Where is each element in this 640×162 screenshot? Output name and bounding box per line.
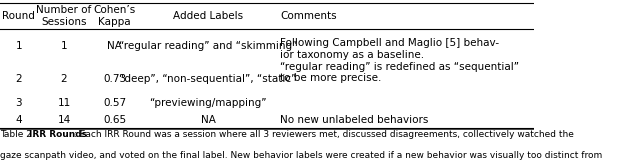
Text: NA: NA xyxy=(201,115,216,125)
Text: : Each IRR Round was a session where all 3 reviewers met, discussed disagreement: : Each IRR Round was a session where all… xyxy=(74,130,573,139)
Text: 4: 4 xyxy=(15,115,22,125)
Text: Cohen’s
Kappa: Cohen’s Kappa xyxy=(93,5,136,27)
Text: No new unlabeled behaviors: No new unlabeled behaviors xyxy=(280,115,429,125)
Text: “deep”, “non-sequential”, “static”: “deep”, “non-sequential”, “static” xyxy=(120,74,297,84)
Text: 0.73: 0.73 xyxy=(103,74,126,84)
Text: Round: Round xyxy=(3,11,35,21)
Text: “previewing/mapping”: “previewing/mapping” xyxy=(149,98,267,108)
Text: 2: 2 xyxy=(15,74,22,84)
Text: 3: 3 xyxy=(15,98,22,108)
Text: Added Labels: Added Labels xyxy=(173,11,243,21)
Text: IRR Rounds: IRR Rounds xyxy=(29,130,87,139)
Text: gaze scanpath video, and voted on the final label. New behavior labels were crea: gaze scanpath video, and voted on the fi… xyxy=(0,151,602,160)
Text: 1: 1 xyxy=(15,41,22,52)
Text: Comments: Comments xyxy=(280,11,337,21)
Text: Table 2.: Table 2. xyxy=(0,130,40,139)
Text: NA: NA xyxy=(108,41,122,52)
Text: 1: 1 xyxy=(61,41,67,52)
Text: 14: 14 xyxy=(58,115,70,125)
Text: “regular reading” and “skimming”: “regular reading” and “skimming” xyxy=(119,41,298,52)
Text: Number of
Sessions: Number of Sessions xyxy=(36,5,92,27)
Text: 0.57: 0.57 xyxy=(103,98,126,108)
Text: 0.65: 0.65 xyxy=(103,115,126,125)
Text: 11: 11 xyxy=(58,98,70,108)
Text: Following Campbell and Maglio [5] behav-
ior taxonomy as a baseline.
“regular re: Following Campbell and Maglio [5] behav-… xyxy=(280,39,519,83)
Text: 2: 2 xyxy=(61,74,67,84)
